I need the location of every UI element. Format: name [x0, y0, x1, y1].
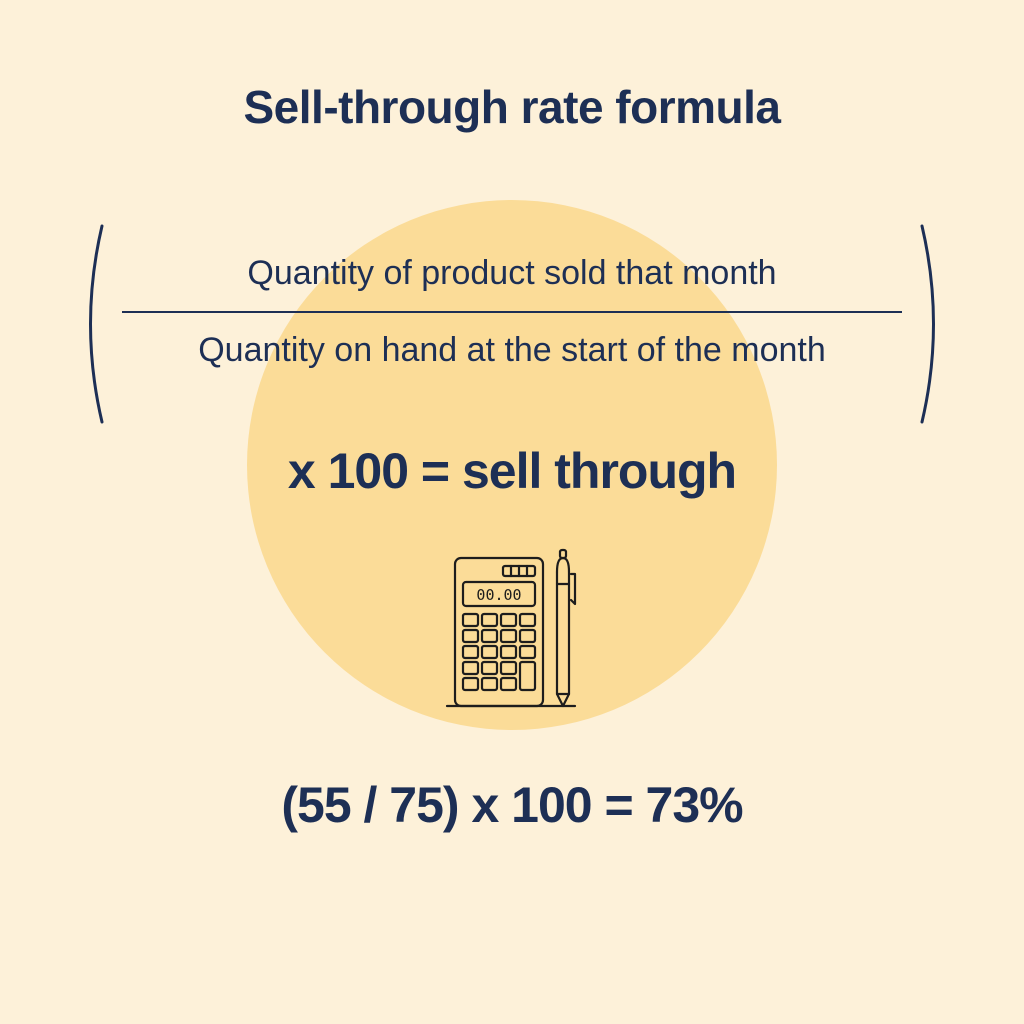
page-title: Sell-through rate formula [244, 80, 781, 134]
formula-fraction: Quantity of product sold that month Quan… [72, 254, 952, 370]
fraction-body: Quantity of product sold that month Quan… [122, 254, 902, 370]
example-calculation: (55 / 75) x 100 = 73% [281, 776, 742, 834]
calculator-display-text: 00.00 [476, 586, 521, 604]
calculator-pen-icon: 00.00 [425, 544, 600, 724]
paren-left-icon [77, 224, 107, 424]
paren-right-icon [917, 224, 947, 424]
fraction-denominator: Quantity on hand at the start of the mon… [198, 313, 826, 370]
fraction-numerator: Quantity of product sold that month [247, 254, 776, 311]
formula-result: x 100 = sell through [288, 442, 736, 500]
infographic-content: Sell-through rate formula Quantity of pr… [0, 0, 1024, 1024]
